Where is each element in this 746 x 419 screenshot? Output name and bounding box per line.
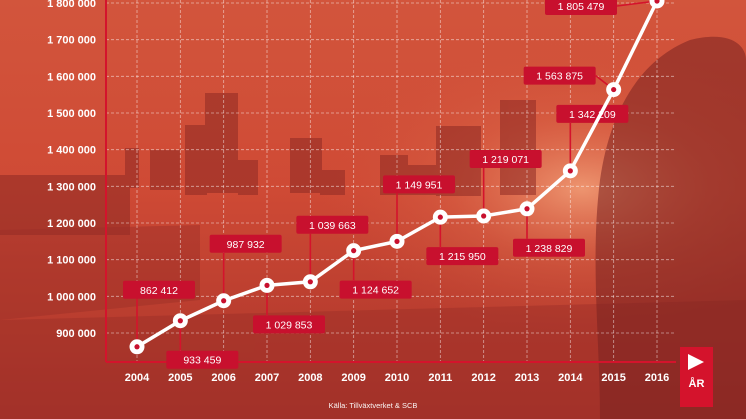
- x-tick-label: 2007: [255, 372, 279, 384]
- data-label-box: [513, 238, 585, 257]
- data-label: 862 412: [140, 285, 178, 297]
- data-label: 1 805 479: [558, 1, 605, 13]
- data-label: 1 124 652: [352, 285, 399, 297]
- data-label: 1 342 209: [569, 109, 616, 121]
- data-label-box: [523, 66, 596, 85]
- y-tick-label: 1 800 000: [47, 0, 96, 10]
- data-label: 1 029 853: [266, 319, 313, 331]
- x-axis-label: ÅR: [689, 377, 705, 390]
- data-point-center: [134, 344, 140, 350]
- data-label: 1 149 951: [396, 179, 443, 191]
- x-tick-label: 2012: [471, 372, 495, 384]
- data-point-center: [524, 206, 530, 212]
- data-label-box: [545, 0, 617, 15]
- data-point-center: [351, 248, 357, 254]
- x-tick-label: 2004: [125, 372, 150, 384]
- x-axis-ticks: 2004 2005 2006 2007 2008 2009 2010 2011 2012 2013…: [125, 372, 669, 384]
- data-label-box: [556, 104, 629, 123]
- data-label-box: [209, 234, 282, 253]
- y-tick-label: 1 100 000: [47, 255, 96, 267]
- data-point-center: [221, 298, 227, 304]
- y-tick-label: 1 200 000: [47, 218, 96, 230]
- data-label-box: [296, 215, 369, 234]
- data-point-center: [307, 279, 313, 285]
- play-arrow-icon: [688, 354, 704, 370]
- data-label-box: [123, 280, 195, 299]
- data-label: 1 039 663: [309, 220, 356, 232]
- x-tick-label: 2006: [211, 372, 235, 384]
- data-label: 933 459: [183, 355, 221, 367]
- series-line: [129, 0, 665, 355]
- data-point-center: [437, 214, 443, 220]
- x-tick-label: 2005: [168, 372, 192, 384]
- data-label: 1 215 950: [439, 251, 486, 263]
- x-tick-label: 2013: [515, 372, 539, 384]
- source-note: Källa: Tillväxtverket & SCB: [329, 401, 418, 410]
- x-tick-label: 2015: [601, 372, 625, 384]
- data-label: 1 563 875: [536, 71, 583, 83]
- data-point-center: [481, 213, 487, 219]
- y-tick-label: 1 400 000: [47, 145, 96, 157]
- y-axis-ticks: 900 000 1 000 000 1 100 000 1 200 000 1 300 …: [47, 0, 96, 340]
- data-point-center: [264, 282, 270, 288]
- data-point-center: [654, 0, 660, 4]
- data-label-box: [426, 247, 499, 266]
- data-point: [649, 0, 665, 9]
- data-point-center: [177, 318, 183, 324]
- y-tick-label: 1 500 000: [47, 108, 96, 120]
- data-label-box: [339, 280, 412, 299]
- x-tick-label: 2014: [558, 372, 583, 384]
- x-tick-label: 2016: [645, 372, 669, 384]
- y-tick-label: 900 000: [56, 328, 96, 340]
- y-tick-label: 1 300 000: [47, 181, 96, 193]
- data-label: 1 219 071: [482, 154, 529, 166]
- data-label-box: [253, 315, 325, 334]
- data-point-center: [394, 238, 400, 244]
- data-label-box: [166, 350, 239, 369]
- data-point-center: [611, 86, 617, 93]
- data-label-box: [383, 175, 455, 194]
- y-tick-label: 1 000 000: [47, 291, 96, 303]
- data-label: 1 238 829: [526, 243, 573, 255]
- data-label: 987 932: [227, 239, 265, 251]
- x-tick-label: 2010: [385, 372, 409, 384]
- data-label-box: [469, 150, 542, 169]
- y-tick-label: 1 700 000: [47, 35, 96, 47]
- x-tick-label: 2008: [298, 372, 322, 384]
- x-tick-label: 2009: [341, 372, 365, 384]
- data-labels: 862 412 933 459 987 932 1 029 853 1 039 663 1…: [123, 0, 658, 369]
- data-point-center: [567, 168, 573, 174]
- y-tick-label: 1 600 000: [47, 71, 96, 83]
- x-tick-label: 2011: [428, 372, 452, 384]
- x-axis-unit-badge: ÅR: [680, 347, 713, 407]
